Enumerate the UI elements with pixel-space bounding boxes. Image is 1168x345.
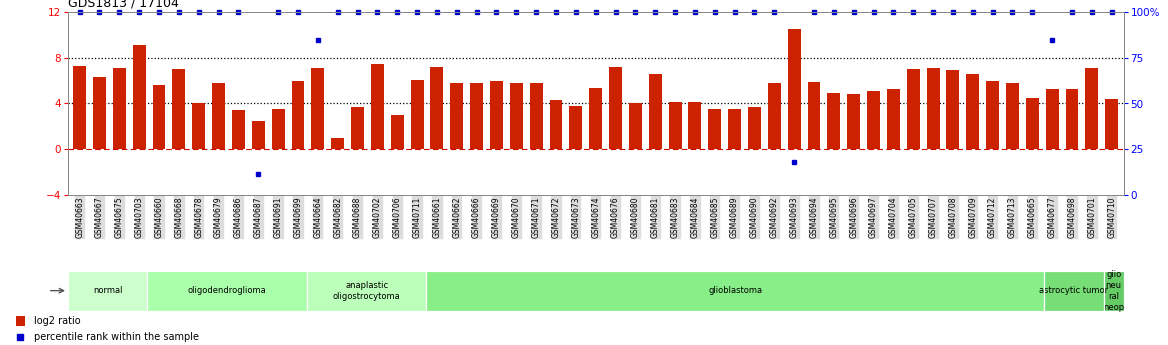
Bar — [371, 63, 384, 149]
Bar — [530, 83, 543, 149]
Text: glio
neu
ral
neop: glio neu ral neop — [1103, 269, 1125, 312]
Bar — [589, 88, 603, 149]
Bar — [74, 66, 86, 149]
Bar — [307, 271, 426, 310]
Bar — [1026, 98, 1038, 149]
Text: log2 ratio: log2 ratio — [34, 316, 81, 326]
Bar — [648, 74, 661, 149]
Bar — [133, 45, 146, 149]
Text: astrocytic tumor: astrocytic tumor — [1040, 286, 1108, 295]
Bar — [332, 138, 345, 149]
Bar — [16, 316, 26, 326]
Bar — [946, 70, 959, 149]
Bar — [708, 109, 721, 149]
Text: normal: normal — [92, 286, 123, 295]
Bar — [847, 94, 860, 149]
Bar — [510, 83, 523, 149]
Bar — [1105, 99, 1118, 149]
Bar — [147, 271, 307, 310]
Bar — [411, 79, 424, 149]
Bar — [966, 74, 979, 149]
Text: GDS1813 / 17104: GDS1813 / 17104 — [68, 0, 179, 10]
Text: percentile rank within the sample: percentile rank within the sample — [34, 333, 200, 342]
Bar — [431, 67, 444, 149]
Bar — [688, 102, 701, 149]
Bar — [986, 81, 999, 149]
Bar — [549, 100, 563, 149]
Bar — [1045, 89, 1058, 149]
Bar — [609, 67, 623, 149]
Bar — [569, 106, 583, 149]
Bar — [113, 68, 126, 149]
Bar — [767, 83, 780, 149]
Bar — [827, 93, 840, 149]
Bar — [312, 68, 325, 149]
Bar — [471, 83, 484, 149]
Bar — [272, 109, 285, 149]
Bar — [352, 107, 364, 149]
Bar — [668, 102, 681, 149]
Bar — [926, 68, 939, 149]
Bar — [451, 83, 464, 149]
Bar — [213, 83, 225, 149]
Text: oligodendroglioma: oligodendroglioma — [188, 286, 266, 295]
Bar — [391, 115, 404, 149]
Bar — [232, 110, 245, 149]
Bar — [153, 85, 166, 149]
Text: glioblastoma: glioblastoma — [708, 286, 763, 295]
Bar — [628, 104, 642, 149]
Bar — [728, 109, 741, 149]
Bar — [1104, 271, 1124, 310]
Text: anaplastic
oligostrocytoma: anaplastic oligostrocytoma — [333, 280, 401, 301]
Bar — [867, 91, 880, 149]
Bar — [906, 69, 919, 149]
Bar — [173, 69, 186, 149]
Bar — [68, 271, 147, 310]
Bar — [748, 107, 760, 149]
Bar — [426, 271, 1044, 310]
Bar — [193, 104, 206, 149]
Bar — [252, 121, 265, 149]
Bar — [491, 81, 503, 149]
Bar — [1044, 271, 1104, 310]
Bar — [887, 89, 899, 149]
Bar — [1065, 89, 1078, 149]
Bar — [93, 77, 106, 149]
Bar — [1085, 68, 1098, 149]
Bar — [787, 29, 800, 149]
Bar — [1006, 83, 1018, 149]
Bar — [292, 81, 305, 149]
Bar — [807, 82, 820, 149]
